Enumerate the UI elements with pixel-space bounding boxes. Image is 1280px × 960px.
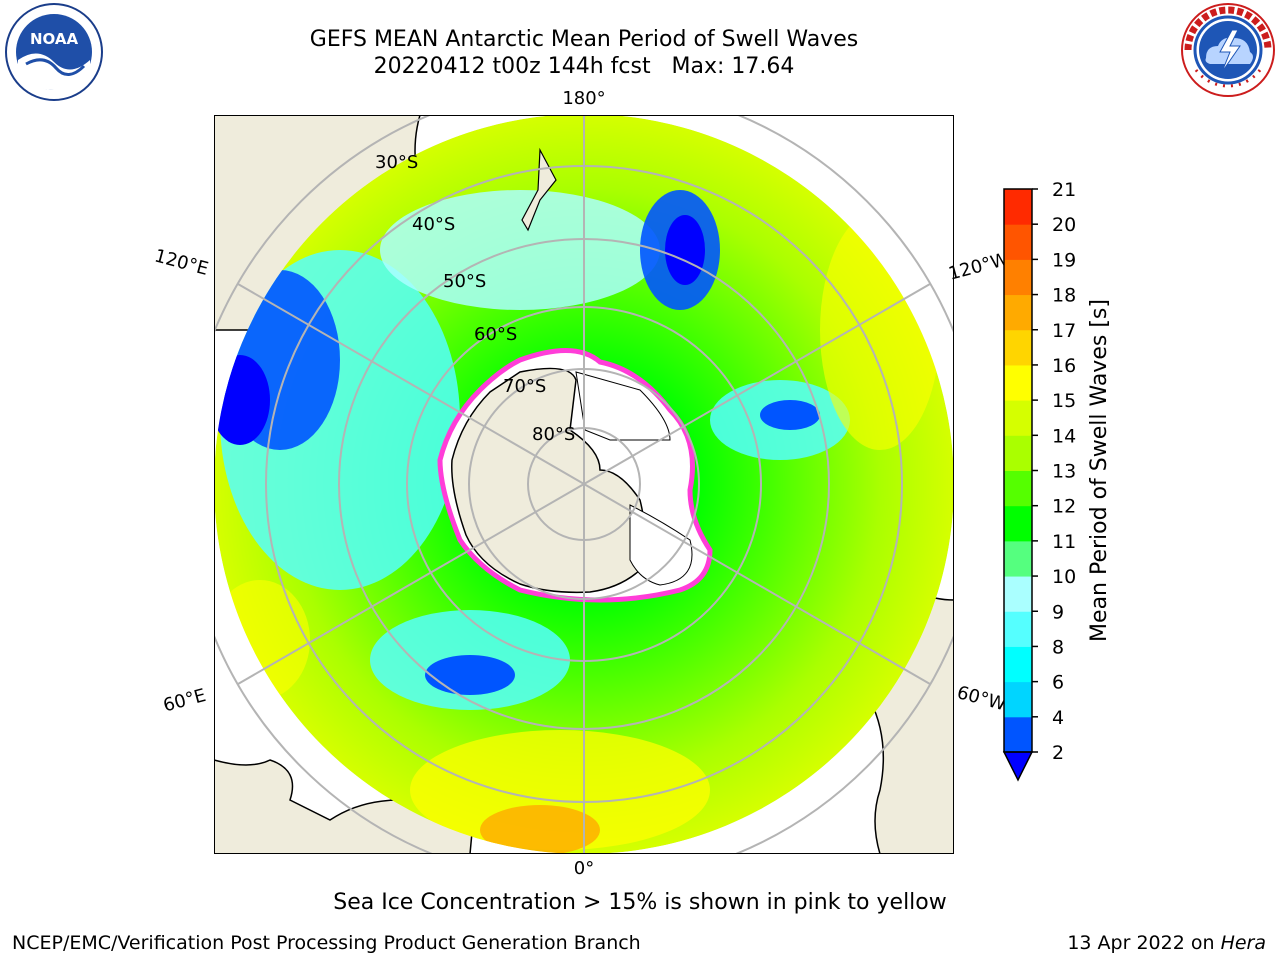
colorbar-tick-label: 18: [1052, 285, 1076, 307]
colorbar-band: [1004, 576, 1032, 612]
colorbar-band: [1004, 716, 1032, 753]
colorbar-band: [1004, 400, 1032, 436]
antarctica-land: [451, 367, 646, 594]
credit-host: Hera: [1220, 932, 1266, 954]
swell-band-darkblue-north: [665, 215, 705, 285]
colorbar-tick-label: 11: [1052, 531, 1076, 553]
colorbar-tick-label: 13: [1052, 461, 1076, 483]
plot-title: GEFS MEAN Antarctic Mean Period of Swell…: [309, 27, 859, 52]
credit-date: 13 Apr 2022 on: [1067, 932, 1221, 954]
colorbar-band: [1004, 646, 1032, 683]
colorbar-band: [1004, 435, 1032, 471]
colorbar-tick-label: 15: [1052, 390, 1076, 412]
colorbar-band: [1004, 294, 1032, 331]
ross-ice-shelf: [575, 371, 671, 441]
colorbar-band: [1004, 470, 1032, 507]
colorbar-band: [1004, 681, 1032, 718]
colorbar-tick-label: 12: [1052, 496, 1076, 518]
swell-band-blue-east: [760, 400, 820, 430]
credit-right: 13 Apr 2022 on Hera: [1067, 932, 1266, 954]
lat-label-40s: 40°S: [412, 214, 455, 235]
colorbar-tick-label: 16: [1052, 355, 1076, 377]
lat-label-60s: 60°S: [474, 324, 517, 345]
credit-left: NCEP/EMC/Verification Post Processing Pr…: [12, 932, 641, 954]
colorbar-tick-label: 4: [1052, 707, 1064, 729]
colorbar-tick-label: 2: [1052, 742, 1064, 764]
swell-band-blue-south: [425, 655, 515, 695]
swell-band-orange-south: [480, 805, 600, 854]
colorbar-band: [1004, 364, 1032, 401]
colorbar-band: [1004, 224, 1032, 260]
graticule: [214, 115, 954, 854]
swell-band-cyan-north: [380, 190, 660, 310]
national-weather-service-logo-icon: [1181, 3, 1275, 97]
colorbar-tick-label: 14: [1052, 425, 1076, 447]
colorbar-band: [1004, 505, 1032, 542]
lat-label-50s: 50°S: [443, 271, 486, 292]
colorbar-tick-label: 21: [1052, 179, 1076, 201]
new-zealand-land: [521, 147, 557, 232]
lon-label-upper-right: 120°W: [946, 249, 1011, 285]
colorbar-label: Mean Period of Swell Waves [s]: [1087, 299, 1112, 642]
lat-label-80s: 80°S: [532, 424, 575, 445]
colorbar-band: [1004, 540, 1032, 577]
noaa-logo-text: NOAA: [30, 30, 79, 48]
colorbar-band: [1004, 611, 1032, 647]
lat-label-70s: 70°S: [503, 376, 546, 397]
lon-label-lower-left: 60°E: [161, 685, 208, 716]
plot-subtitle: 20220412 t00z 144h fcst Max: 17.64: [373, 54, 795, 79]
colorbar-tick-label: 19: [1052, 249, 1076, 271]
colorbar-band: [1004, 259, 1032, 296]
colorbar-extend-min-triangle: [1002, 751, 1034, 782]
colorbar: 2 4 6 8 9 10 11 12 13 14 15 16 17 18 19 20 21 Mean Period…: [1002, 179, 1112, 782]
weddell-ice-shelf: [629, 504, 693, 586]
colorbar-tick-label: 8: [1052, 636, 1064, 658]
colorbar-tick-label: 20: [1052, 214, 1076, 236]
swell-band-yellow-south: [410, 730, 710, 850]
colorbar-tick-label: 17: [1052, 320, 1076, 342]
noaa-logo-icon: NOAA: [5, 3, 103, 101]
colorbar-band: [1004, 189, 1032, 225]
colorbar-tick-label: 9: [1052, 601, 1064, 623]
sea-ice-note: Sea Ice Concentration > 15% is shown in …: [333, 890, 947, 915]
lat-label-30s: 30°S: [375, 152, 418, 173]
colorbar-tick-label: 6: [1052, 672, 1064, 694]
lon-label-bottom: 0°: [574, 858, 594, 879]
lon-label-top: 180°: [562, 88, 605, 109]
lon-label-lower-right: 60°W: [955, 682, 1009, 715]
colorbar-tick-label: 10: [1052, 566, 1076, 588]
lon-label-upper-left: 120°E: [152, 245, 210, 279]
colorbar-band: [1004, 329, 1032, 366]
